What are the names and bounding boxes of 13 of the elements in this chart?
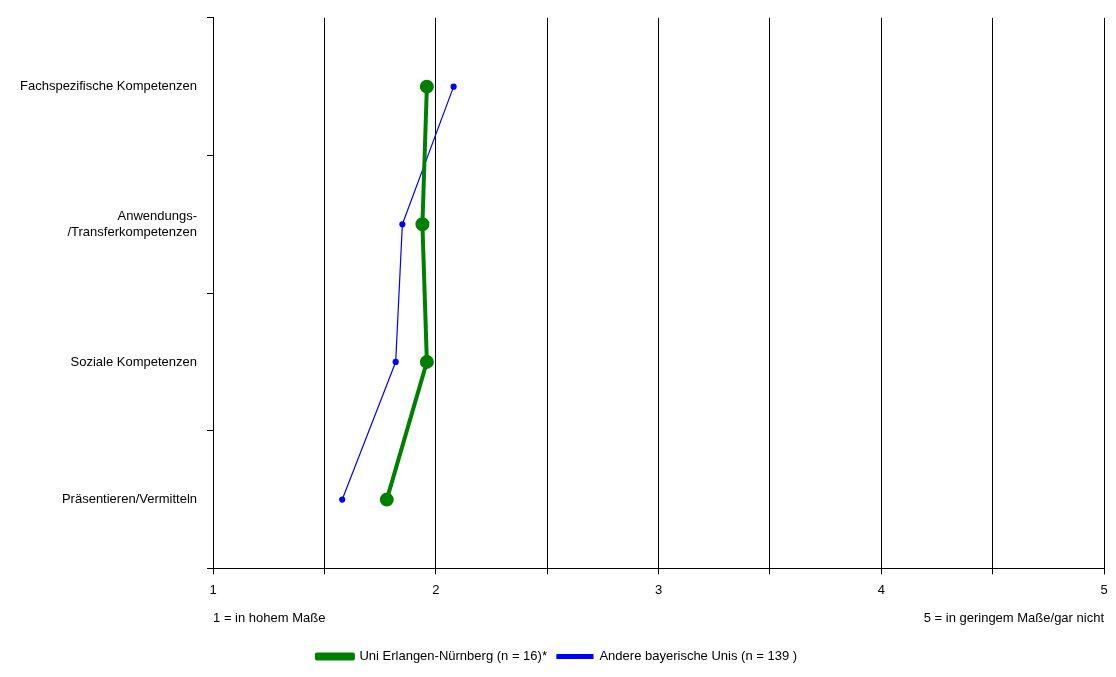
- y-tick-label: Soziale Kompetenzen: [70, 353, 198, 369]
- x-tick-label: 5: [1100, 581, 1108, 597]
- x-tick-label: 2: [432, 581, 440, 597]
- legend-label: Andere bayerische Unis (n = 139 ): [599, 648, 798, 664]
- text: 1 = in hohem Maße: [213, 609, 326, 625]
- x-tick-label: 1: [209, 581, 217, 597]
- x-tick-label: 4: [877, 581, 885, 597]
- y-tick-label: Präsentieren/Vermitteln: [61, 491, 198, 507]
- legend-label: Uni Erlangen-Nürnberg (n = 16)*: [359, 648, 547, 664]
- text: 5 = in geringem Maße/gar nicht: [923, 609, 1105, 625]
- x-tick-label: 3: [654, 581, 663, 597]
- y-tick-label: Anwendungs-/Transferkompetenzen: [67, 208, 198, 239]
- y-tick-label: Fachspezifische Kompetenzen: [20, 78, 198, 94]
